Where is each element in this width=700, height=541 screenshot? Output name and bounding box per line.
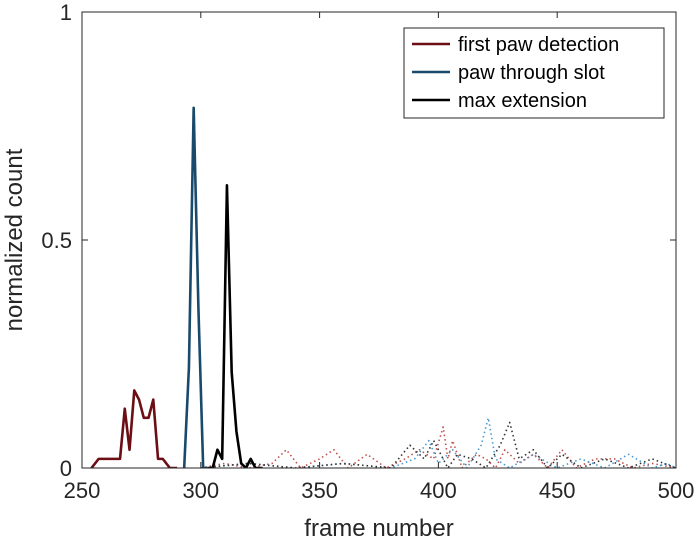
y-axis-label: normalized count <box>1 148 28 331</box>
x-axis-label: frame number <box>304 515 453 541</box>
axes <box>81 11 677 469</box>
series-line-0 <box>90 389 178 468</box>
series-line-4 <box>200 417 676 468</box>
tick-labels: 250 300 350 400 450 500 0 0.5 1 <box>41 0 694 503</box>
x-tick-label: 500 <box>658 478 695 503</box>
series-line-1 <box>182 106 208 468</box>
series-line-3 <box>200 426 676 468</box>
y-tick-label: 1 <box>60 0 72 25</box>
x-tick-label: 350 <box>301 478 338 503</box>
x-tick-label: 300 <box>182 478 219 503</box>
y-tick-label: 0 <box>60 456 72 481</box>
x-tick-label: 450 <box>539 478 576 503</box>
legend-label: paw through slot <box>458 62 605 84</box>
legend: first paw detection paw through slot max e… <box>403 27 665 119</box>
series-line-2 <box>207 183 263 468</box>
legend-label: max extension <box>458 90 587 112</box>
x-tick-label: 250 <box>64 478 101 503</box>
legend-label: first paw detection <box>458 34 619 56</box>
y-tick-label: 0.5 <box>41 228 72 253</box>
x-tick-label: 400 <box>420 478 457 503</box>
plot-area <box>90 106 676 468</box>
